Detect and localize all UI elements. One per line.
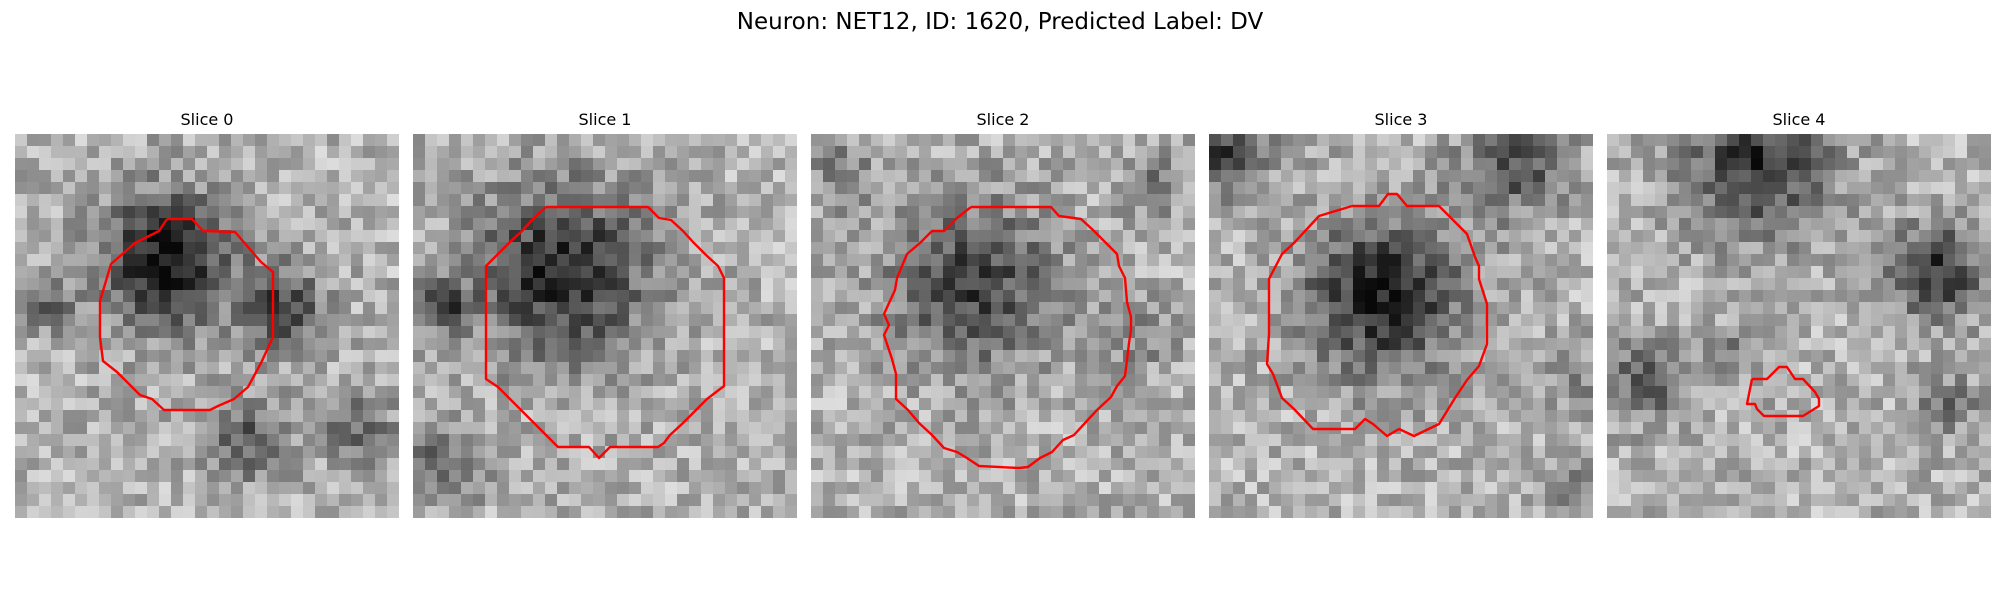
grayscale-image: [413, 134, 797, 518]
figure-title: Neuron: NET12, ID: 1620, Predicted Label…: [736, 9, 1264, 35]
slice-panel-3: Slice 3: [1209, 110, 1593, 518]
slice-title: Slice 2: [976, 110, 1030, 129]
roi-contour: [882, 205, 1133, 470]
roi-contour-overlay: [1265, 192, 1489, 438]
roi-contour: [1745, 365, 1821, 418]
slice-title: Slice 1: [578, 110, 632, 129]
slice-image: [1209, 134, 1593, 518]
slice-image: [15, 134, 399, 518]
slice-title: Slice 3: [1374, 110, 1428, 129]
slice-panel-4: Slice 4: [1607, 110, 1991, 518]
roi-contour-overlay: [484, 205, 726, 460]
slice-title: Slice 0: [180, 110, 234, 129]
grayscale-image: [15, 134, 399, 518]
roi-contour: [484, 205, 726, 460]
roi-contour: [1265, 192, 1489, 438]
slice-panel-1: Slice 1: [413, 110, 797, 518]
roi-contour-overlay: [882, 205, 1133, 470]
slice-title: Slice 4: [1772, 110, 1826, 129]
slice-image: [413, 134, 797, 518]
slice-image: [811, 134, 1195, 518]
slice-panel-0: Slice 0: [15, 110, 399, 518]
slice-panel-2: Slice 2: [811, 110, 1195, 518]
grayscale-image: [1607, 134, 1991, 518]
slice-image: [1607, 134, 1991, 518]
roi-contour-overlay: [98, 217, 275, 412]
roi-contour-overlay: [1745, 365, 1821, 418]
roi-contour: [98, 217, 275, 412]
